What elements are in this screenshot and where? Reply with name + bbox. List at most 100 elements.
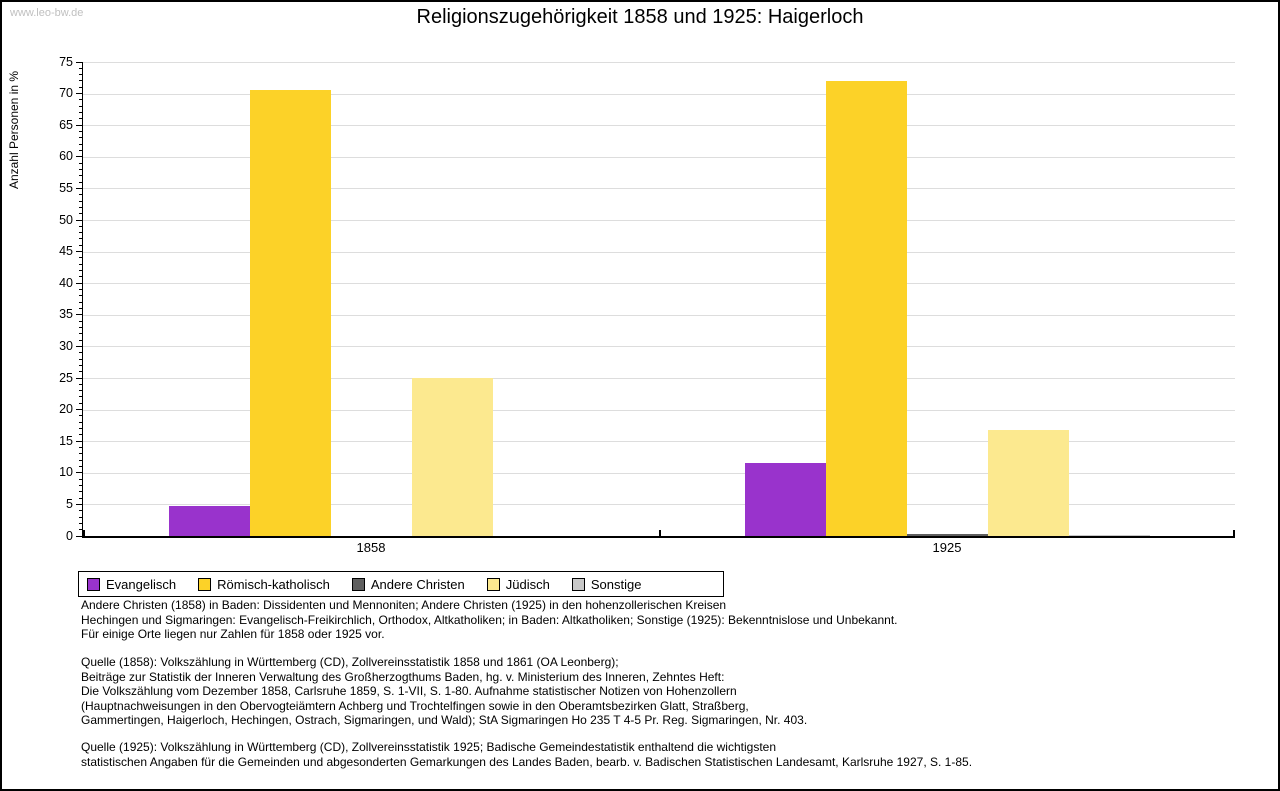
y-major-tick-15 bbox=[76, 440, 82, 442]
legend-swatch-icon bbox=[351, 577, 365, 591]
y-minor-tick-27 bbox=[79, 364, 82, 366]
y-minor-tick-54 bbox=[79, 194, 82, 196]
gridline-60 bbox=[83, 156, 1235, 158]
y-minor-tick-59 bbox=[79, 162, 82, 164]
y-major-tick-0 bbox=[76, 535, 82, 537]
y-minor-tick-49 bbox=[79, 225, 82, 227]
footnote-line: Gammertingen, Haigerloch, Hechingen, Ost… bbox=[81, 713, 808, 728]
legend-swatch-icon bbox=[486, 577, 500, 591]
y-tick-label-35: 35 bbox=[59, 307, 73, 322]
y-minor-tick-43 bbox=[79, 263, 82, 265]
y-minor-tick-69 bbox=[79, 99, 82, 101]
x-boundary-tick-0 bbox=[83, 530, 85, 536]
plot-area: 0 5 10 15 20 25 30 35 40 45 50 55 60 65 70 75 1858 1925 bbox=[59, 55, 1235, 555]
y-minor-tick-26 bbox=[79, 371, 82, 373]
y-minor-tick-11 bbox=[79, 465, 82, 467]
y-minor-tick-51 bbox=[79, 213, 82, 215]
y-tick-label-30: 30 bbox=[59, 338, 73, 353]
y-minor-tick-12 bbox=[79, 459, 82, 461]
y-tick-label-0: 0 bbox=[66, 528, 73, 543]
y-tick-label-15: 15 bbox=[59, 433, 73, 448]
legend-label: Andere Christen bbox=[370, 576, 465, 592]
bar-r-misch-katholisch-1858 bbox=[249, 90, 331, 536]
y-major-tick-55 bbox=[76, 187, 82, 189]
legend-item-sonstige: Sonstige bbox=[571, 576, 642, 592]
y-minor-tick-72 bbox=[79, 80, 82, 82]
gridline-15 bbox=[83, 441, 1235, 443]
y-major-tick-50 bbox=[76, 219, 82, 221]
y-minor-tick-61 bbox=[79, 149, 82, 151]
legend-swatch-icon bbox=[198, 577, 212, 591]
legend-label: Sonstige bbox=[590, 576, 642, 592]
gridline-10 bbox=[83, 472, 1235, 474]
legend-item-evangelisch: Evangelisch bbox=[87, 577, 176, 592]
y-tick-label-10: 10 bbox=[59, 465, 73, 480]
y-tick-label-65: 65 bbox=[59, 117, 73, 132]
legend-label: Jüdisch bbox=[505, 576, 550, 592]
y-minor-tick-56 bbox=[79, 181, 82, 183]
y-tick-label-25: 25 bbox=[59, 370, 73, 385]
y-major-tick-75 bbox=[76, 61, 82, 63]
y-minor-tick-16 bbox=[79, 434, 82, 436]
y-major-tick-35 bbox=[76, 314, 82, 316]
y-minor-tick-52 bbox=[79, 206, 82, 208]
chart-title: Religionszugehörigkeit 1858 und 1925: Ha… bbox=[416, 6, 864, 28]
y-tick-label-55: 55 bbox=[59, 180, 73, 195]
y-minor-tick-9 bbox=[79, 478, 82, 480]
y-tick-label-45: 45 bbox=[59, 244, 73, 259]
y-minor-tick-7 bbox=[79, 491, 82, 493]
gridline-35 bbox=[83, 314, 1235, 316]
gridline-75 bbox=[83, 62, 1235, 63]
gridline-30 bbox=[83, 346, 1235, 348]
y-major-tick-65 bbox=[76, 124, 82, 126]
legend-swatch-icon bbox=[571, 577, 585, 591]
y-tick-label-5: 5 bbox=[66, 496, 73, 511]
legend-item-andere-christen: Andere Christen bbox=[351, 576, 465, 592]
y-minor-tick-21 bbox=[79, 402, 82, 404]
x-category-label-1858: 1858 bbox=[356, 540, 386, 555]
y-minor-tick-18 bbox=[79, 421, 82, 423]
y-minor-tick-28 bbox=[79, 358, 82, 360]
gridline-45 bbox=[83, 251, 1235, 253]
y-minor-tick-2 bbox=[79, 522, 82, 524]
y-major-tick-60 bbox=[76, 156, 82, 158]
footnote-line: (Hauptnachweisungen in den Obervogteiämt… bbox=[81, 698, 749, 713]
legend-item-j-disch: Jüdisch bbox=[486, 576, 550, 592]
y-minor-tick-36 bbox=[79, 307, 82, 309]
y-minor-tick-37 bbox=[79, 301, 82, 303]
y-tick-label-40: 40 bbox=[59, 275, 73, 290]
y-minor-tick-34 bbox=[79, 320, 82, 322]
y-minor-tick-38 bbox=[79, 295, 82, 297]
gridline-25 bbox=[83, 378, 1235, 379]
bar-sonstige-1925 bbox=[1068, 534, 1150, 536]
y-minor-tick-39 bbox=[79, 289, 82, 291]
y-minor-tick-8 bbox=[79, 484, 82, 486]
y-tick-label-20: 20 bbox=[59, 402, 73, 417]
y-major-tick-45 bbox=[76, 251, 82, 253]
y-minor-tick-53 bbox=[79, 200, 82, 202]
gridline-65 bbox=[83, 125, 1235, 127]
y-minor-tick-19 bbox=[79, 415, 82, 417]
y-minor-tick-44 bbox=[79, 257, 82, 259]
legend: Evangelisch Römisch-katholisch Andere Chri… bbox=[78, 571, 724, 597]
footnote-line: Beiträge zur Statistik der Inneren Verwa… bbox=[81, 669, 725, 684]
y-minor-tick-47 bbox=[79, 238, 82, 240]
y-tick-label-75: 75 bbox=[59, 54, 73, 69]
y-minor-tick-23 bbox=[79, 390, 82, 392]
y-minor-tick-68 bbox=[79, 105, 82, 107]
y-minor-tick-14 bbox=[79, 447, 82, 449]
y-minor-tick-33 bbox=[79, 326, 82, 328]
y-minor-tick-32 bbox=[79, 333, 82, 335]
y-major-tick-25 bbox=[76, 377, 82, 379]
footnote-line: Für einige Orte liegen nur Zahlen für 18… bbox=[81, 627, 385, 642]
x-boundary-tick-2 bbox=[1233, 530, 1235, 536]
y-minor-tick-1 bbox=[79, 529, 82, 531]
bar-andere-christen-1925 bbox=[906, 534, 988, 536]
y-major-tick-70 bbox=[76, 93, 82, 95]
y-minor-tick-22 bbox=[79, 396, 82, 398]
footnote-line: statistischen Angaben für die Gemeinden … bbox=[81, 754, 973, 769]
footnote-source-1858: Quelle (1858): Volkszählung in Württembe… bbox=[81, 655, 807, 728]
y-minor-tick-41 bbox=[79, 276, 82, 278]
y-minor-tick-6 bbox=[79, 497, 82, 499]
x-category-label-1925: 1925 bbox=[932, 540, 962, 555]
